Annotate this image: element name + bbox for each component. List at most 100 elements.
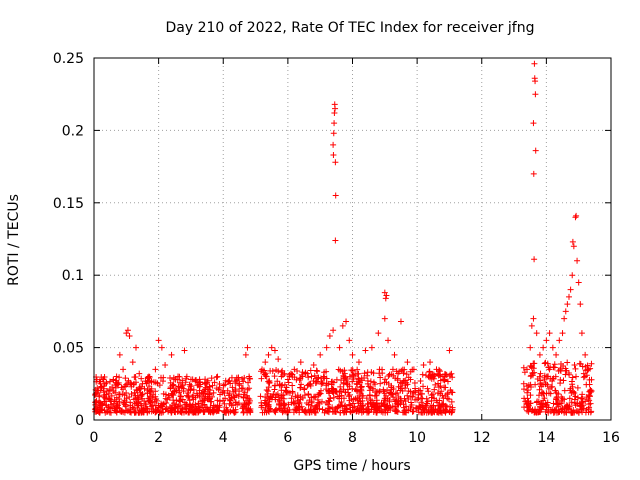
data-point xyxy=(338,398,345,405)
data-point xyxy=(377,380,384,387)
data-point xyxy=(275,356,282,363)
data-point xyxy=(122,375,129,382)
data-point xyxy=(194,382,201,389)
data-point xyxy=(116,396,123,403)
data-point xyxy=(103,388,110,395)
data-point xyxy=(433,366,440,373)
data-point xyxy=(192,377,199,384)
data-point xyxy=(271,408,278,415)
data-point xyxy=(321,409,328,416)
data-point xyxy=(266,379,273,386)
data-point xyxy=(403,407,410,414)
data-point xyxy=(170,382,177,389)
data-point xyxy=(425,388,432,395)
data-point xyxy=(230,388,237,395)
data-point xyxy=(154,380,161,387)
data-point xyxy=(438,388,445,395)
data-point xyxy=(296,406,303,413)
data-point xyxy=(193,405,200,412)
data-point xyxy=(528,322,535,329)
data-point xyxy=(108,392,115,399)
x-tick-label: 8 xyxy=(348,430,357,446)
data-point xyxy=(213,385,220,392)
data-point xyxy=(187,376,194,383)
data-point xyxy=(303,399,310,406)
data-point xyxy=(561,408,568,415)
data-point xyxy=(332,105,339,112)
data-point xyxy=(401,366,408,373)
data-point xyxy=(564,359,571,366)
data-point xyxy=(125,407,132,414)
data-point xyxy=(101,398,108,405)
data-point xyxy=(437,403,444,410)
data-point xyxy=(150,379,157,386)
data-point xyxy=(265,351,272,358)
data-point xyxy=(574,394,581,401)
data-point xyxy=(448,409,455,416)
data-point xyxy=(134,399,141,406)
data-point xyxy=(351,403,358,410)
data-point xyxy=(286,389,293,396)
data-point xyxy=(352,395,359,402)
data-point xyxy=(584,367,591,374)
data-point xyxy=(521,404,528,411)
data-point xyxy=(419,371,426,378)
data-point xyxy=(172,404,179,411)
data-point xyxy=(298,381,305,388)
data-point xyxy=(176,389,183,396)
data-point xyxy=(267,367,274,374)
data-point xyxy=(226,377,233,384)
data-point xyxy=(313,403,320,410)
data-point xyxy=(287,370,294,377)
data-point xyxy=(206,383,213,390)
data-point xyxy=(317,351,324,358)
data-point xyxy=(134,387,141,394)
data-point xyxy=(136,370,143,377)
data-point xyxy=(444,395,451,402)
y-tick-label: 0.15 xyxy=(53,196,84,212)
data-point xyxy=(185,409,192,416)
data-point xyxy=(243,406,250,413)
data-point xyxy=(386,398,393,405)
data-point xyxy=(323,380,330,387)
data-point xyxy=(420,406,427,413)
data-point xyxy=(444,378,451,385)
data-point xyxy=(417,378,424,385)
data-point xyxy=(325,387,332,394)
data-point xyxy=(105,403,112,410)
data-point xyxy=(586,381,593,388)
data-point xyxy=(275,402,282,409)
data-point xyxy=(427,374,434,381)
data-point xyxy=(158,403,165,410)
data-point xyxy=(240,394,247,401)
data-point xyxy=(538,383,545,390)
data-point xyxy=(92,392,99,399)
data-point xyxy=(112,389,119,396)
data-point xyxy=(561,387,568,394)
data-point xyxy=(232,392,239,399)
data-point xyxy=(139,407,146,414)
data-point xyxy=(414,405,421,412)
data-point xyxy=(259,366,266,373)
data-point xyxy=(185,393,192,400)
data-point xyxy=(536,351,543,358)
data-point xyxy=(355,376,362,383)
data-point xyxy=(537,370,544,377)
data-point xyxy=(540,390,547,397)
data-point xyxy=(545,390,552,397)
data-point xyxy=(379,366,386,373)
data-point xyxy=(569,381,576,388)
data-point xyxy=(429,391,436,398)
data-point xyxy=(192,409,199,416)
data-point xyxy=(131,409,138,416)
data-point xyxy=(160,374,167,381)
data-point xyxy=(579,409,586,416)
data-point xyxy=(196,407,203,414)
axis-ticks: 0 2 4 6 8 10 12 14 16 0 0.05 0.1 0.15 0.2 0.25 xyxy=(53,51,620,446)
data-point xyxy=(373,409,380,416)
data-point xyxy=(346,337,353,344)
data-point xyxy=(391,351,398,358)
data-point xyxy=(331,120,338,127)
data-point xyxy=(220,382,227,389)
data-point xyxy=(339,368,346,375)
